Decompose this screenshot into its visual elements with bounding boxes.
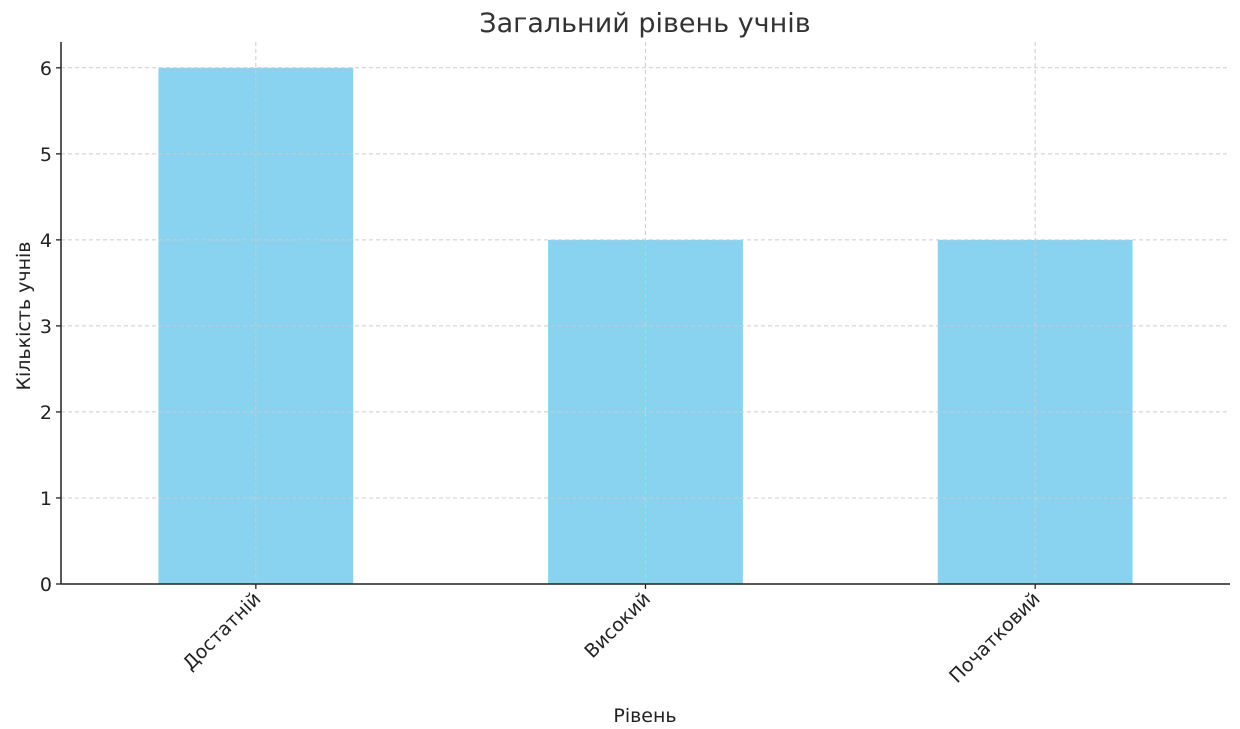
y-tick-label: 5: [40, 144, 52, 166]
x-tick-label: Високий: [580, 588, 655, 663]
x-axis-label: Рівень: [613, 705, 676, 727]
x-tick-label: Початковий: [945, 588, 1045, 688]
y-tick-label: 3: [40, 316, 52, 338]
y-tick-label: 1: [40, 488, 52, 510]
y-axis-label: Кількість учнів: [13, 242, 35, 391]
chart-title: Загальний рівень учнів: [479, 8, 810, 39]
y-tick-label: 0: [40, 574, 52, 596]
x-tick-label: Достатній: [179, 588, 266, 675]
y-tick-label: 2: [40, 402, 52, 424]
grid-layer: [61, 42, 1230, 584]
y-tick-label: 4: [40, 230, 52, 252]
y-tick-label: 6: [40, 58, 52, 80]
